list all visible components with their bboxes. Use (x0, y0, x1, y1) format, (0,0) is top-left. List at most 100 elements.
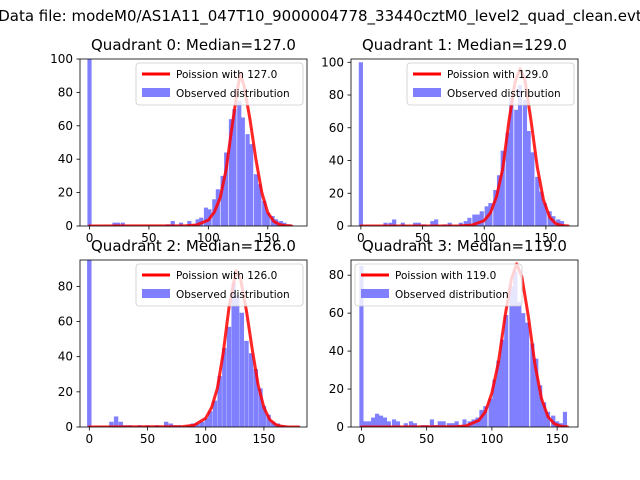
histogram-bar (530, 343, 535, 427)
x-tick-label: 150 (546, 432, 569, 446)
x-tick-label: 100 (197, 231, 220, 245)
histogram-bar (513, 271, 518, 427)
histogram-bar (234, 295, 240, 427)
y-tick-label: 40 (329, 344, 344, 358)
histogram-bar (261, 405, 267, 427)
x-tick-label: 0 (357, 231, 365, 245)
chart-panel-2: 0 50 100 150 0 20 40 60 80 Quadrant 2: Median=126… (58, 237, 308, 446)
legend-line-label: Poission with 119.0 (395, 270, 496, 282)
histogram-bar (517, 301, 522, 427)
y-tick-label: 80 (329, 88, 344, 102)
histogram-bar (226, 326, 232, 427)
y-tick-label: 80 (58, 279, 73, 293)
histogram-bar (203, 207, 209, 226)
x-tick-label: 150 (256, 231, 279, 245)
histogram-bar (187, 220, 192, 226)
histogram-bar (441, 421, 446, 427)
y-tick-label: 60 (58, 315, 73, 329)
legend-box (135, 263, 304, 307)
x-tick-label: 50 (419, 432, 434, 446)
histogram-bar (509, 98, 514, 226)
histogram-bar (413, 222, 418, 226)
histogram-bar (437, 421, 442, 427)
histogram-bar (430, 221, 435, 226)
y-tick-label: 60 (329, 121, 344, 135)
histogram-bar (375, 413, 380, 427)
y-tick-label: 40 (58, 350, 73, 364)
y-tick-label: 80 (329, 268, 344, 282)
histogram-bar (483, 406, 488, 427)
histogram-bar (541, 402, 547, 427)
histogram-bar (517, 85, 523, 226)
histogram-bar (237, 100, 242, 226)
x-tick-label: 0 (86, 231, 94, 245)
histogram-bar (257, 184, 262, 226)
chart-panel-3: 0 50 100 150 0 20 40 60 80 Quadrant 3: Median=119… (329, 237, 579, 446)
histogram-bar (253, 174, 258, 226)
histogram-bar (391, 419, 397, 427)
legend-bar-label: Observed distribution (447, 88, 561, 100)
histogram-bar (514, 109, 519, 226)
x-tick-label: 100 (480, 432, 503, 446)
histogram-bar (228, 119, 234, 226)
histogram-bar (400, 222, 405, 226)
histogram-bar (195, 219, 200, 226)
histogram-bar (163, 421, 169, 427)
histogram-bar (562, 411, 568, 427)
histogram-bar (358, 62, 363, 226)
histogram-bar (222, 347, 227, 427)
legend: Poission with 119.0 Observed distribution (354, 263, 523, 307)
histogram-bars (359, 265, 568, 427)
histogram-bar (467, 217, 472, 226)
legend-box (135, 62, 304, 106)
histogram-bar (382, 417, 387, 427)
histogram-bar (359, 265, 364, 427)
histogram-bar (245, 134, 250, 226)
chart-panel-0: 0 50 100 150 0 20 40 60 80 100 Quadrant 0: Median=… (50, 36, 308, 245)
histogram-bar (408, 421, 414, 427)
y-tick-label: 80 (58, 85, 73, 99)
histogram-bar (538, 191, 544, 226)
histogram-bar (200, 421, 205, 427)
legend-line-label: Poission with 129.0 (447, 69, 548, 81)
histogram-bar (395, 421, 401, 427)
histogram-bar (504, 315, 509, 427)
y-tick-label: 0 (65, 420, 73, 434)
histogram-bar (231, 282, 236, 427)
histogram-bar (208, 411, 213, 427)
x-tick-label: 100 (473, 231, 496, 245)
histogram-bar (463, 221, 468, 226)
histogram-bar (475, 214, 481, 226)
legend: Poission with 126.0 Observed distribution (135, 263, 304, 307)
axes-frame (79, 259, 308, 428)
histogram-bar (542, 203, 547, 226)
x-tick-label: 0 (358, 432, 366, 446)
panel-title: Quadrant 2: Median=126.0 (91, 237, 296, 255)
legend-bar-label: Observed distribution (176, 289, 290, 301)
histogram-bar (522, 99, 528, 226)
histogram-bar (388, 222, 393, 226)
y-tick-label: 20 (58, 186, 73, 200)
histogram-bar (248, 353, 254, 427)
legend-bar-swatch (142, 289, 170, 298)
y-tick-label: 20 (58, 385, 73, 399)
histogram-bar (371, 417, 376, 427)
y-tick-label: 100 (321, 55, 344, 69)
histogram-bar (204, 418, 210, 427)
histogram-bar (170, 220, 175, 226)
y-tick-label: 40 (329, 154, 344, 168)
histogram-bar (87, 260, 92, 427)
histogram-bar (493, 189, 498, 226)
axes-frame (350, 58, 579, 227)
histogram-bar (454, 421, 459, 427)
histogram-bar (509, 286, 514, 427)
histogram-bar (479, 211, 484, 226)
histogram-bar (217, 376, 222, 427)
histogram-bar (109, 421, 114, 427)
histogram-bar (363, 421, 368, 427)
y-tick-label: 0 (65, 219, 73, 233)
histogram-bar (392, 219, 397, 226)
histogram-bar (262, 200, 267, 226)
histogram-bar (446, 423, 451, 427)
